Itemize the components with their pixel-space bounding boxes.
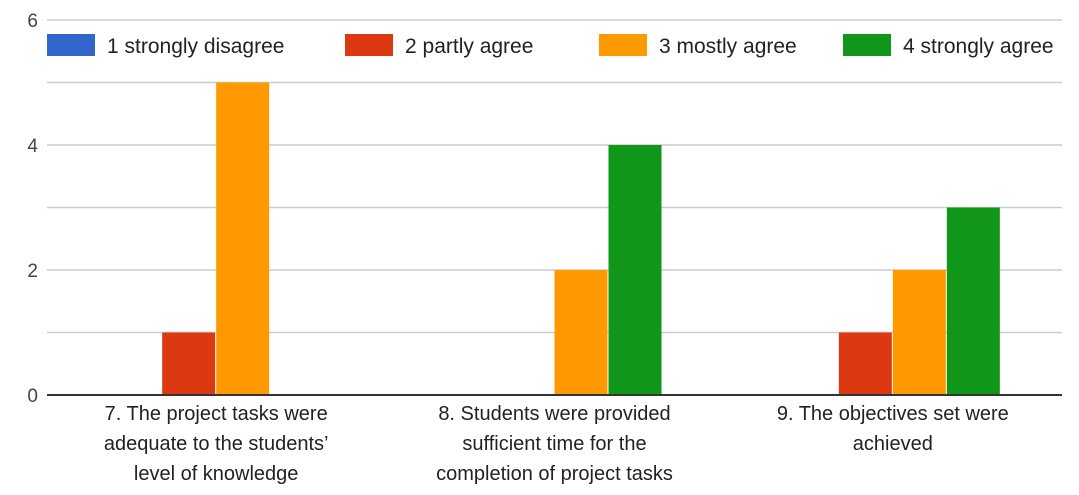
legend-swatch — [599, 34, 647, 56]
bar-3-3 — [892, 270, 946, 395]
category-label-line: 7. The project tasks were — [105, 403, 328, 425]
legend-swatch — [345, 34, 393, 56]
y-tick-label: 6 — [27, 11, 38, 32]
legend-label: 3 mostly agree — [659, 35, 797, 58]
bar-2-1 — [162, 332, 216, 395]
category-label-line: completion of project tasks — [436, 463, 673, 485]
y-tick-label: 4 — [27, 136, 38, 157]
category-label-line: achieved — [853, 433, 933, 455]
category-labels: 7. The project tasks were adequate to the… — [104, 403, 1009, 485]
legend: 1 strongly disagree 2 partly agree 3 mostl… — [47, 34, 1054, 58]
axis-layer: 0 2 4 6 — [27, 11, 1062, 407]
legend-label: 1 strongly disagree — [107, 35, 284, 58]
bar-3-2 — [554, 270, 608, 395]
legend-label: 4 strongly agree — [903, 35, 1054, 58]
y-tick-label: 0 — [27, 386, 38, 407]
legend-label: 2 partly agree — [405, 35, 533, 58]
legend-swatch — [843, 34, 891, 56]
bar-2-3 — [838, 332, 892, 395]
bar-4-2 — [608, 145, 662, 395]
category-label-line: 8. Students were provided — [438, 403, 670, 425]
legend-swatch — [47, 34, 95, 56]
y-tick-label: 2 — [27, 261, 38, 282]
category-label-line: level of knowledge — [134, 463, 299, 485]
category-label-line: sufficient time for the — [462, 433, 646, 455]
bar-3-1 — [216, 82, 270, 395]
category-label-line: 9. The objectives set were — [777, 403, 1009, 425]
bar-4-3 — [946, 207, 1000, 395]
category-label-line: adequate to the students’ — [104, 433, 329, 455]
bar-layer — [162, 82, 1000, 395]
